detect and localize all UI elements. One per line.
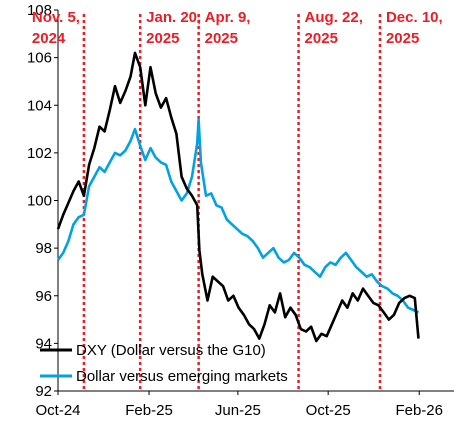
y-tick-label: 96 <box>35 288 52 305</box>
y-tick-label: 100 <box>27 193 52 210</box>
y-tick-label: 102 <box>27 145 52 162</box>
series-line-emerging-markets <box>56 118 420 314</box>
event-label-line1: Jan. 20, <box>146 9 201 26</box>
y-tick-label: 106 <box>27 50 52 67</box>
event-label-line2: 2025 <box>305 30 338 47</box>
y-tick-label: 108 <box>27 2 52 19</box>
event-label-line2: 2025 <box>386 30 419 47</box>
legend-label: Dollar versus emerging markets <box>76 368 288 385</box>
legend: DXY (Dollar versus the G10) Dollar versus… <box>40 342 288 385</box>
x-tick-label: Feb-25 <box>125 402 173 419</box>
y-tick-label: 104 <box>27 97 52 114</box>
x-tick-label: Feb-26 <box>395 402 443 419</box>
event-label-line2: 2024 <box>32 30 66 47</box>
x-tick-label: Oct-24 <box>35 402 80 419</box>
event-label-line1: Nov. 5, <box>32 9 80 26</box>
event-label-line1: Apr. 9, <box>205 9 251 26</box>
event-label-line1: Aug. 22, <box>305 9 363 26</box>
y-tick-label: 98 <box>35 240 52 257</box>
y-tick-label: 92 <box>35 383 52 400</box>
event-label-line1: Dec. 10, <box>386 9 443 26</box>
event-label-line2: 2025 <box>205 30 238 47</box>
axes: 92 94 96 98 100 102 104 106 108 Oct-24 Feb-25 Jun-2… <box>27 2 454 419</box>
x-tick-label: Jun-25 <box>215 402 261 419</box>
legend-label: DXY (Dollar versus the G10) <box>76 342 266 359</box>
x-tick-label: Oct-25 <box>306 402 351 419</box>
series-line-dxy <box>56 51 420 343</box>
y-tick-label: 94 <box>35 335 52 352</box>
event-label-line2: 2025 <box>146 30 179 47</box>
series-lines <box>56 51 420 343</box>
